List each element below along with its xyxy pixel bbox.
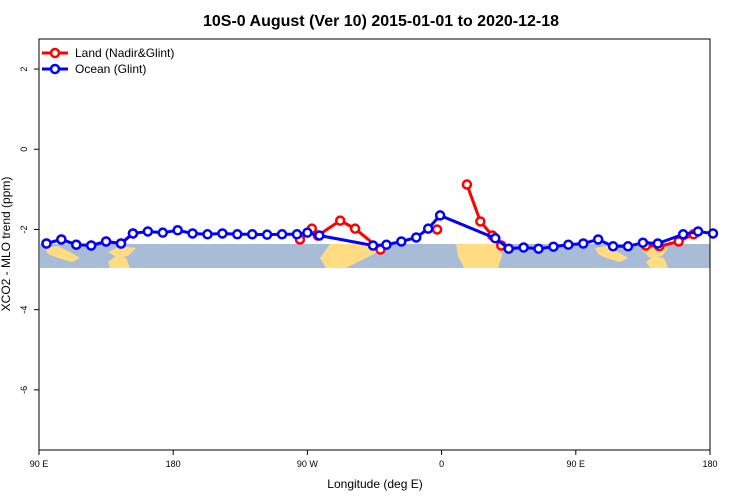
data-point: [314, 230, 325, 241]
data-point: [349, 223, 361, 234]
data-point: [172, 225, 183, 236]
data-point: [396, 236, 407, 247]
legend-marker: [49, 63, 61, 75]
legend-label: Ocean (Glint): [75, 62, 146, 76]
y-axis-label: XCO2 - MLO trend (ppm): [0, 177, 13, 312]
data-point: [490, 233, 501, 244]
y-tick-label: -4: [19, 306, 29, 314]
data-point: [475, 216, 486, 227]
data-point: [434, 210, 446, 221]
legend-label: Land (Nadir&Glint): [75, 46, 174, 60]
data-point: [692, 226, 704, 237]
land-africa: [456, 244, 502, 268]
data-point: [381, 239, 392, 250]
data-point: [461, 179, 473, 190]
y-tick-label: 0: [19, 147, 29, 152]
data-point: [677, 229, 689, 240]
x-tick-label: 180: [702, 459, 717, 469]
x-tick-label: 180: [166, 459, 181, 469]
land-indonesia-left: [45, 246, 80, 262]
data-point: [518, 242, 529, 253]
data-point: [422, 223, 434, 234]
data-point: [592, 234, 604, 245]
data-point: [607, 241, 619, 252]
y-tick-label: -6: [19, 386, 29, 394]
data-point: [707, 228, 719, 239]
data-point: [115, 238, 127, 249]
land-new-guinea-left: [108, 246, 136, 258]
data-point: [41, 238, 52, 249]
data-point: [127, 228, 139, 239]
data-point: [367, 240, 379, 251]
data-point: [71, 239, 82, 250]
data-point: [302, 227, 313, 238]
x-tick-label: 90 W: [297, 459, 319, 469]
plot-frame: [38, 38, 711, 451]
data-point: [100, 236, 112, 247]
series-layer: [41, 179, 719, 255]
legend: Land (Nadir&Glint) Ocean (Glint): [42, 46, 174, 76]
data-point: [431, 224, 443, 235]
data-point: [622, 241, 634, 252]
data-point: [232, 229, 243, 240]
data-point: [187, 228, 198, 239]
chart-title: 10S-0 August (Ver 10) 2015-01-01 to 2020…: [203, 13, 559, 30]
land-australia-right: [646, 256, 668, 268]
x-axis: 90 E 180 90 W 0 90 E 180: [30, 450, 718, 469]
land-indonesia-right: [595, 246, 628, 262]
data-point: [637, 237, 649, 248]
x-tick-label: 0: [439, 459, 444, 469]
data-point: [563, 239, 574, 250]
y-axis: 2 0 -2 -4 -6: [19, 67, 39, 394]
data-point: [652, 238, 664, 249]
data-point: [334, 215, 346, 226]
data-point: [85, 240, 97, 251]
land-australia-left: [108, 256, 130, 268]
y-tick-label: 2: [19, 67, 29, 72]
data-point: [533, 243, 544, 254]
data-point: [578, 238, 589, 249]
data-point: [503, 243, 514, 254]
legend-marker: [49, 47, 61, 59]
data-point: [548, 241, 559, 252]
data-point: [157, 227, 169, 238]
data-point: [202, 229, 213, 240]
x-tick-label: 90 E: [567, 459, 586, 469]
x-axis-label: Longitude (deg E): [327, 477, 422, 491]
data-point: [217, 228, 228, 239]
data-point: [276, 229, 288, 240]
y-tick-label: -2: [19, 225, 29, 233]
data-point: [142, 226, 154, 237]
data-point: [411, 232, 422, 243]
series-ocean: [41, 210, 719, 254]
data-point: [246, 229, 258, 240]
x-tick-label: 90 E: [30, 459, 49, 469]
data-point: [291, 229, 303, 240]
data-point: [56, 234, 67, 245]
data-point: [261, 229, 273, 240]
